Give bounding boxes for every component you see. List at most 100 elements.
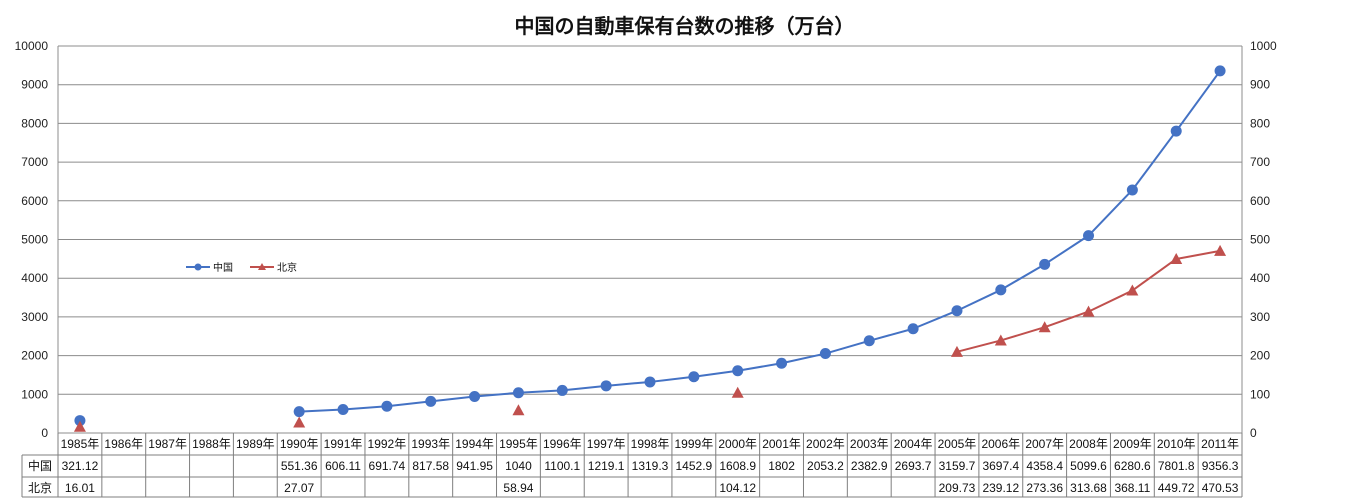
table-cell-value: 1100.1 [544, 459, 580, 473]
data-point-china [512, 387, 524, 399]
table-cell-value: 449.72 [1158, 481, 1195, 495]
series-line-segment [1000, 263, 1046, 291]
x-tick-label: 1993年 [411, 437, 450, 451]
data-point-china [1126, 184, 1138, 196]
y-left-tick-label: 0 [41, 426, 48, 440]
data-point-beijing [1038, 321, 1051, 333]
data-point-beijing [950, 345, 963, 357]
x-tick-label: 1994年 [455, 437, 494, 451]
y-left-tick-label: 8000 [21, 116, 48, 130]
x-tick-label: 2005年 [938, 437, 977, 451]
series-line-segment [781, 352, 826, 365]
data-point-china [381, 400, 393, 412]
series-line-segment [1131, 130, 1178, 191]
y-right-tick-label: 900 [1250, 78, 1270, 92]
series-line-segment [1044, 310, 1089, 329]
data-point-beijing [293, 416, 306, 428]
table-cell-value: 1219.1 [588, 459, 625, 473]
series-line-segment [649, 375, 694, 383]
data-point-beijing [1214, 244, 1227, 256]
x-tick-label: 1996年 [543, 437, 582, 451]
data-point-china [1214, 65, 1226, 77]
y-left-tick-label: 9000 [21, 78, 48, 92]
data-point-china [644, 376, 656, 388]
x-tick-label: 1999年 [675, 437, 714, 451]
x-tick-label: 1985年 [61, 437, 100, 451]
series-line-segment [1088, 289, 1133, 313]
x-tick-label: 2006年 [981, 437, 1020, 451]
series-line-segment [956, 289, 1002, 312]
y-left-tick-label: 1000 [21, 387, 48, 401]
y-right-tick-label: 1000 [1250, 39, 1277, 53]
data-point-beijing [1082, 305, 1095, 317]
series-line-segment [1000, 326, 1045, 342]
data-point-beijing [1126, 284, 1139, 296]
table-cell-value: 273.36 [1026, 481, 1063, 495]
table-cell-value: 3697.4 [982, 459, 1019, 473]
data-point-beijing [73, 420, 86, 432]
y-left-tick-label: 4000 [21, 271, 48, 285]
table-cell-value: 58.94 [503, 481, 533, 495]
series-line-segment [342, 405, 387, 411]
data-point-china [732, 365, 744, 377]
table-cell-value: 1608.9 [719, 459, 756, 473]
x-tick-label: 1986年 [104, 437, 143, 451]
table-cell-value: 470.53 [1202, 481, 1239, 495]
y-left-tick-label: 10000 [15, 39, 49, 53]
series-line-segment [912, 309, 958, 330]
y-right-tick-label: 400 [1250, 271, 1270, 285]
data-point-china [74, 415, 86, 427]
table-series-name: 北京 [28, 481, 52, 495]
table-cell-value: 16.01 [65, 481, 95, 495]
table-cell-value: 368.11 [1114, 481, 1150, 495]
data-point-china [863, 335, 875, 347]
y-right-tick-label: 200 [1250, 349, 1270, 363]
data-point-beijing [1170, 252, 1183, 264]
x-tick-label: 2004年 [894, 437, 933, 451]
y-right-tick-label: 700 [1250, 155, 1270, 169]
series-line-segment [430, 395, 475, 403]
y-left-tick-label: 3000 [21, 310, 48, 324]
series-line-segment [825, 339, 870, 355]
data-point-china [1083, 230, 1095, 242]
legend-label: 中国 [213, 261, 233, 274]
y-right-tick-label: 800 [1250, 116, 1270, 130]
data-point-china [688, 371, 700, 383]
series-line-segment [562, 384, 607, 392]
y-left-tick-label: 5000 [21, 233, 48, 247]
legend-label: 北京 [277, 261, 297, 274]
series-line-segment [518, 389, 563, 394]
data-point-china [425, 395, 437, 407]
x-tick-label: 1995年 [499, 437, 538, 451]
data-point-china [600, 380, 612, 392]
y-right-tick-label: 0 [1250, 426, 1257, 440]
table-cell-value: 209.73 [939, 481, 976, 495]
data-point-china [337, 404, 349, 416]
table-cell-value: 691.74 [369, 459, 406, 473]
x-tick-label: 2001年 [762, 437, 801, 451]
x-tick-label: 2009年 [1113, 437, 1152, 451]
x-tick-label: 1988年 [192, 437, 231, 451]
table-cell-value: 6280.6 [1114, 459, 1151, 473]
series-line-segment [1044, 234, 1090, 266]
y-right-tick-label: 300 [1250, 310, 1270, 324]
table-cell-value: 606.11 [325, 459, 361, 473]
y-left-tick-label: 6000 [21, 194, 48, 208]
series-line-segment [1176, 249, 1221, 260]
x-tick-label: 1998年 [631, 437, 670, 451]
table-cell-value: 551.36 [281, 459, 318, 473]
data-point-china [1170, 125, 1182, 137]
legend-marker [258, 263, 266, 270]
data-point-beijing [512, 404, 525, 416]
legend-marker [194, 263, 202, 271]
series-line-segment [1131, 258, 1177, 292]
series-line-segment [1175, 70, 1221, 132]
series-line-segment [299, 408, 344, 413]
table-cell-value: 321.12 [62, 459, 99, 473]
data-point-beijing [994, 334, 1007, 346]
series-line-segment [474, 391, 519, 398]
data-point-china [469, 391, 481, 403]
table-cell-value: 5099.6 [1070, 459, 1107, 473]
table-cell-value: 1040 [505, 459, 532, 473]
